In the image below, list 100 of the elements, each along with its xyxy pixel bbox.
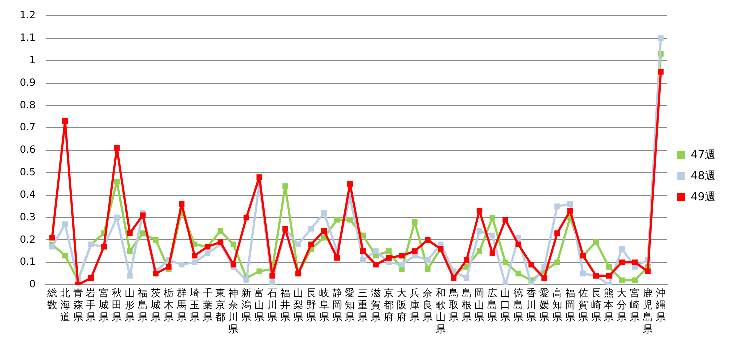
point — [619, 278, 626, 284]
point — [476, 208, 483, 214]
point — [490, 232, 496, 239]
y-tick-label: 1.1 — [20, 33, 36, 44]
point — [645, 268, 651, 274]
point — [322, 228, 328, 234]
point — [619, 260, 626, 266]
point — [256, 268, 262, 274]
x-tick-label: 佐賀県 — [578, 288, 588, 324]
x-tick-label: 熊本県 — [604, 288, 614, 324]
x-tick-label: 群馬県 — [176, 288, 187, 324]
x-tick-label: 秋田県 — [112, 288, 122, 324]
x-tick-label: 神奈川県 — [228, 288, 239, 336]
point — [606, 264, 612, 270]
point — [360, 248, 366, 254]
x-tick-label: 富山県 — [254, 288, 265, 324]
point — [282, 184, 288, 190]
point — [399, 253, 405, 259]
point — [179, 262, 185, 268]
point — [502, 260, 508, 266]
y-tick-label: 0.8 — [20, 100, 36, 112]
x-tick-label: 山梨県 — [293, 288, 304, 324]
point — [88, 275, 94, 282]
y-tick-label: 0.5 — [20, 168, 36, 179]
y-tick-label: 0.4 — [20, 190, 36, 201]
x-tick-label: 東京都 — [216, 288, 226, 324]
x-tick-label: 長崎県 — [591, 288, 602, 324]
x-tick-label: 徳島県 — [514, 288, 524, 324]
point — [528, 262, 534, 268]
point — [50, 244, 56, 250]
y-tick-label: 0.7 — [20, 122, 36, 134]
x-tick-label: 広島県 — [488, 288, 498, 324]
x-tick-label: 宮城県 — [98, 288, 110, 324]
x-tick-label: 千葉県 — [202, 288, 213, 324]
point — [476, 228, 483, 234]
point — [114, 214, 120, 221]
point — [256, 174, 262, 180]
point — [568, 201, 574, 208]
point — [296, 242, 302, 248]
legend-label: 49週 — [691, 190, 716, 204]
point — [593, 240, 600, 246]
point — [114, 145, 120, 152]
point — [140, 212, 146, 218]
point — [464, 275, 470, 282]
point — [347, 181, 354, 187]
x-tick-label: 長野県 — [306, 288, 316, 324]
point — [334, 255, 340, 261]
x-tick-label: 宮崎県 — [630, 288, 640, 324]
x-tick-label: 岡山県 — [474, 288, 485, 324]
point — [334, 217, 340, 223]
x-tick-label: 和歌山県 — [436, 288, 446, 336]
point — [412, 219, 418, 226]
point — [554, 204, 560, 210]
x-tick-label: 沖縄県 — [655, 288, 666, 324]
point — [114, 179, 120, 185]
x-tick-label: 鹿児島県 — [643, 288, 654, 336]
point — [62, 118, 68, 124]
point — [127, 273, 133, 279]
point — [425, 258, 431, 264]
point — [516, 270, 522, 277]
x-tick-label: 総数 — [46, 288, 58, 312]
point — [270, 273, 276, 279]
point — [127, 248, 133, 254]
y-tick-label: 1 — [30, 55, 36, 66]
x-tick-label: 愛媛県 — [539, 288, 550, 324]
point — [542, 275, 548, 282]
y-tick-label: 0 — [30, 280, 36, 291]
legend-label: 48週 — [691, 169, 716, 182]
x-tick-label: 三重県 — [358, 288, 368, 324]
x-tick-label: 京都府 — [384, 288, 394, 324]
point — [619, 246, 626, 252]
point — [127, 230, 133, 236]
x-tick-label: 福井県 — [280, 288, 290, 324]
point — [308, 242, 314, 248]
point — [153, 270, 159, 277]
point — [632, 278, 638, 284]
point — [179, 201, 185, 208]
point — [399, 262, 405, 268]
x-tick-label: 北海道 — [60, 288, 70, 324]
point — [192, 260, 198, 266]
x-tick-label: 石川県 — [268, 288, 278, 324]
point — [204, 250, 211, 256]
point — [373, 248, 379, 254]
x-tick-label: 山形県 — [125, 288, 136, 324]
x-tick-label: 大阪府 — [397, 288, 408, 324]
point — [606, 273, 612, 279]
point — [308, 226, 314, 232]
point — [386, 255, 392, 261]
point — [476, 248, 483, 254]
point — [270, 280, 276, 285]
y-tick-label: 0.6 — [20, 145, 36, 156]
point — [554, 260, 560, 266]
point — [412, 248, 418, 254]
y-tick-label: 0.2 — [20, 234, 36, 246]
point — [632, 260, 638, 266]
x-tick-label: 奈良県 — [422, 288, 433, 324]
point — [554, 230, 560, 236]
point — [62, 253, 68, 259]
x-tick-label: 茨城県 — [150, 288, 161, 324]
point — [244, 278, 250, 284]
